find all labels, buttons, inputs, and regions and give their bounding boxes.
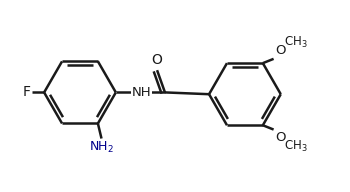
Text: CH$_3$: CH$_3$ <box>284 138 307 154</box>
Text: O: O <box>275 44 286 57</box>
Text: O: O <box>275 131 286 144</box>
Text: NH$_2$: NH$_2$ <box>89 140 114 155</box>
Text: F: F <box>22 85 30 99</box>
Text: O: O <box>151 53 162 67</box>
Text: CH$_3$: CH$_3$ <box>284 35 307 50</box>
Text: NH: NH <box>132 86 152 99</box>
